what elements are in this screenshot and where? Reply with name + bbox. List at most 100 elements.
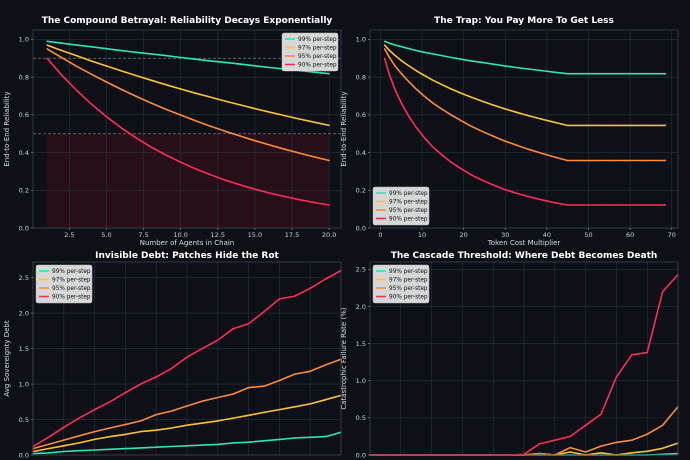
data-point bbox=[538, 443, 541, 445]
data-point bbox=[401, 73, 403, 76]
data-point bbox=[470, 60, 472, 62]
data-point bbox=[224, 130, 226, 132]
data-point bbox=[109, 435, 111, 438]
legend: 99% per-step 97% per-step 95% per-step 90% … bbox=[372, 264, 430, 304]
data-point bbox=[109, 448, 111, 451]
data-point bbox=[201, 400, 204, 402]
x-tick-label: 15.0 bbox=[248, 231, 262, 239]
data-point bbox=[655, 73, 657, 75]
data-point bbox=[217, 339, 219, 341]
data-point bbox=[540, 118, 542, 120]
data-point bbox=[553, 121, 555, 123]
legend-label: 90% per-step bbox=[298, 63, 337, 69]
data-point bbox=[269, 66, 271, 69]
data-point bbox=[661, 424, 664, 427]
data-point bbox=[470, 96, 472, 98]
data-point bbox=[263, 385, 265, 387]
data-point bbox=[624, 159, 626, 162]
data-point bbox=[135, 137, 137, 139]
data-point bbox=[179, 114, 182, 116]
data-point bbox=[247, 414, 250, 416]
data-point bbox=[309, 436, 311, 438]
data-point bbox=[460, 58, 462, 60]
data-point bbox=[209, 60, 212, 62]
data-point bbox=[61, 42, 63, 44]
data-point bbox=[540, 69, 542, 72]
data-point bbox=[294, 295, 296, 297]
data-point bbox=[309, 403, 311, 405]
data-point bbox=[105, 65, 108, 67]
data-point bbox=[93, 449, 96, 451]
data-point bbox=[624, 124, 626, 127]
axes-frame bbox=[369, 29, 679, 229]
x-tick-label: 7.5 bbox=[138, 231, 148, 239]
data-point bbox=[124, 423, 127, 426]
data-point bbox=[239, 184, 241, 186]
y-axis-label: Avg Sovereignty Debt bbox=[3, 320, 11, 396]
data-point bbox=[283, 195, 286, 198]
data-point bbox=[609, 159, 611, 162]
x-tick-label: 2.5 bbox=[64, 231, 74, 239]
data-point bbox=[408, 65, 410, 67]
data-point bbox=[515, 66, 517, 69]
data-point bbox=[247, 323, 250, 325]
data-point bbox=[140, 447, 142, 449]
x-tick-label: 50 bbox=[584, 231, 592, 239]
data-point bbox=[298, 152, 301, 154]
data-point bbox=[283, 148, 286, 150]
chart-p2: 0.0 0.2 0.4 0.6 0.8 1.0 0 10 20 30 40 50 60 70 The Tra… bbox=[340, 16, 679, 247]
data-point bbox=[124, 391, 127, 394]
legend-label: 95% per-step bbox=[298, 54, 337, 60]
data-point bbox=[278, 438, 281, 441]
data-point bbox=[492, 63, 494, 65]
data-point bbox=[278, 408, 281, 411]
series-line-2 bbox=[46, 48, 330, 162]
data-point bbox=[90, 60, 93, 62]
data-point bbox=[194, 58, 197, 60]
data-point bbox=[278, 298, 281, 300]
data-point bbox=[140, 430, 142, 433]
data-point bbox=[150, 79, 152, 81]
data-point bbox=[269, 144, 271, 146]
data-point bbox=[179, 161, 182, 163]
legend-label: 97% per-step bbox=[389, 278, 428, 284]
legend-box bbox=[372, 186, 430, 226]
data-point bbox=[140, 420, 142, 422]
data-point bbox=[388, 49, 391, 52]
data-point bbox=[423, 51, 426, 53]
data-point bbox=[415, 70, 418, 72]
data-point bbox=[269, 192, 271, 194]
y-tick-label: 0.0 bbox=[356, 451, 366, 459]
data-point bbox=[639, 73, 642, 75]
data-point bbox=[47, 443, 50, 446]
data-point bbox=[294, 437, 296, 439]
data-point bbox=[170, 427, 173, 429]
data-point bbox=[460, 168, 462, 170]
data-point bbox=[179, 56, 182, 59]
data-point bbox=[415, 49, 418, 52]
data-point bbox=[624, 73, 626, 75]
y-tick-label: 0.6 bbox=[356, 111, 366, 119]
data-point bbox=[503, 65, 505, 67]
data-point bbox=[109, 401, 111, 403]
data-point bbox=[515, 192, 517, 194]
data-point bbox=[124, 447, 127, 450]
data-point bbox=[328, 204, 330, 206]
legend-label: 97% per-step bbox=[52, 278, 91, 284]
chart-title: Invisible Debt: Patches Hide the Rot bbox=[95, 251, 279, 261]
legend-label: 90% per-step bbox=[389, 295, 428, 301]
data-point bbox=[432, 146, 434, 148]
data-point bbox=[646, 351, 648, 354]
data-point bbox=[580, 204, 583, 206]
x-tick-label: 60 bbox=[626, 231, 634, 239]
data-point bbox=[309, 370, 311, 372]
data-point bbox=[566, 73, 568, 75]
data-point bbox=[566, 159, 568, 162]
legend-label: 99% per-step bbox=[389, 269, 428, 275]
data-point bbox=[239, 135, 241, 137]
data-point bbox=[254, 139, 256, 142]
y-axis-label: End-to-End Reliability bbox=[3, 91, 11, 166]
y-tick-label: 2.0 bbox=[356, 303, 366, 311]
data-point bbox=[209, 125, 212, 127]
data-point bbox=[201, 347, 204, 350]
